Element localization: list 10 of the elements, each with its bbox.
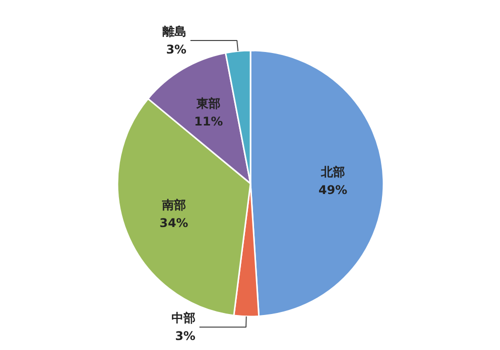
data-label: 11% <box>194 114 223 129</box>
slice-label: 北部 <box>320 164 345 179</box>
slice-label: 東部 <box>196 96 221 110</box>
data-label: 34% <box>159 216 188 230</box>
slice-label: 南部 <box>160 198 186 212</box>
slice-label: 離島 <box>161 24 186 38</box>
data-label: 3% <box>166 42 186 57</box>
data-label: 49% <box>318 183 348 198</box>
data-label: 3% <box>175 329 196 344</box>
slice-label: 中部 <box>171 310 196 325</box>
